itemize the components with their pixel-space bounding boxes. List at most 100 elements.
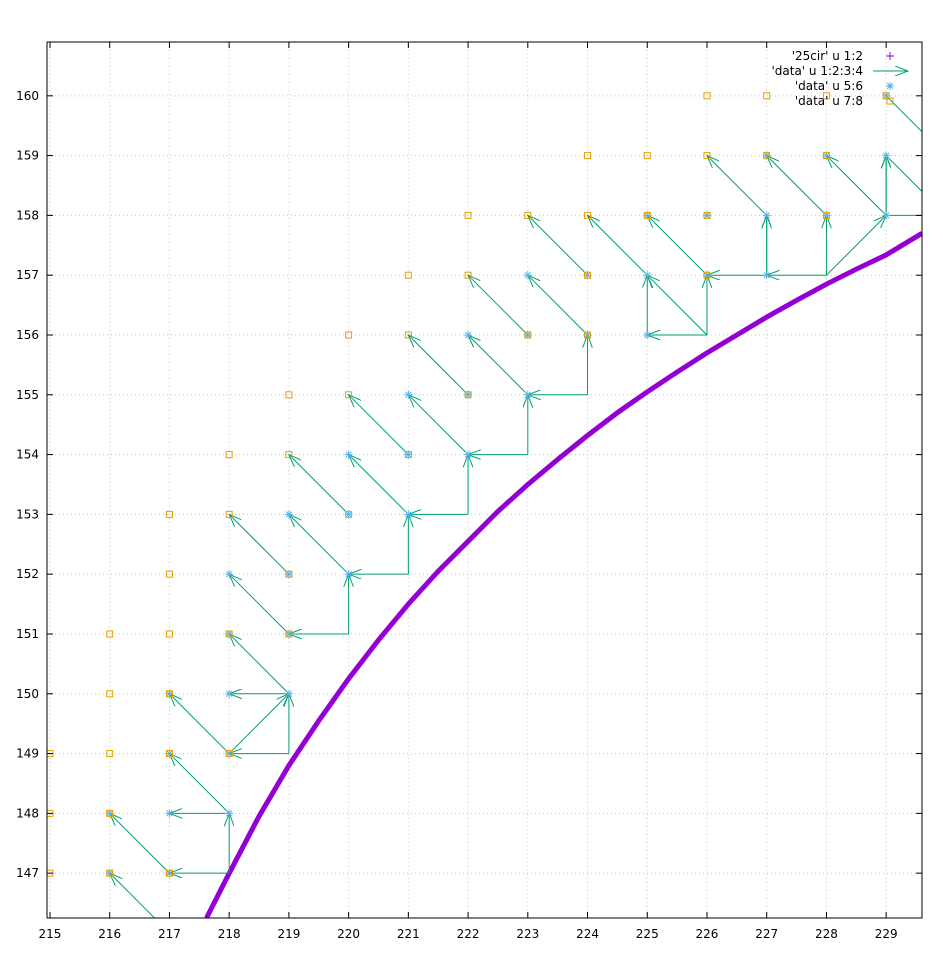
square-point <box>285 630 293 638</box>
square-point <box>703 92 711 100</box>
square-point <box>584 331 592 339</box>
x-tick-label: 216 <box>98 927 121 941</box>
star-point <box>225 570 234 579</box>
y-tick-label: 160 <box>16 89 39 103</box>
x-tick-label: 222 <box>457 927 480 941</box>
square-point <box>165 570 173 578</box>
vector-arrow <box>468 275 529 336</box>
x-tick-label: 225 <box>636 927 659 941</box>
y-tick-label: 156 <box>16 328 39 342</box>
x-tick-label: 226 <box>696 927 719 941</box>
legend-label: '25cir' u 1:2 <box>792 49 863 63</box>
y-tick-label: 147 <box>16 866 39 880</box>
y-tick-label: 157 <box>16 268 39 282</box>
vector-arrow <box>229 574 290 635</box>
y-tick-label: 148 <box>16 806 39 820</box>
y-tick-label: 152 <box>16 567 39 581</box>
star-point <box>762 211 771 220</box>
x-tick-label: 218 <box>218 927 241 941</box>
vector-arrow <box>349 455 409 515</box>
vector-arrow <box>647 275 708 336</box>
star-point <box>404 390 413 399</box>
vector-arrow <box>826 215 886 276</box>
star-point <box>225 689 234 698</box>
y-tick-label: 154 <box>16 448 39 462</box>
y-tick-label: 159 <box>16 149 39 163</box>
series-3 <box>47 92 890 877</box>
square-point <box>345 510 353 518</box>
circle-curve <box>204 231 922 918</box>
square-point <box>106 809 114 817</box>
star-point <box>464 450 473 459</box>
square-point <box>404 271 412 279</box>
square-point <box>524 211 532 219</box>
square-point <box>165 750 173 758</box>
square-point <box>584 152 592 160</box>
plot-border <box>46 41 923 919</box>
vector-arrow <box>229 514 290 575</box>
vector-arrow <box>169 694 230 754</box>
vector-arrow <box>289 455 349 515</box>
x-tick-label: 221 <box>397 927 420 941</box>
star-point <box>882 151 891 160</box>
square-point <box>404 451 412 459</box>
star-point <box>404 510 413 519</box>
vector-arrow <box>826 156 887 216</box>
square-point <box>822 211 830 219</box>
square-point <box>464 391 472 399</box>
star-point <box>643 271 652 280</box>
x-tick-label: 228 <box>815 927 838 941</box>
square-point <box>225 451 233 459</box>
square-point <box>763 92 771 100</box>
x-tick-label: 215 <box>39 927 62 941</box>
vector-arrow <box>468 335 529 396</box>
vector-arrow <box>767 156 827 216</box>
vector-arrow <box>408 395 469 455</box>
star-point <box>523 271 532 280</box>
x-tick-label: 224 <box>576 927 599 941</box>
vector-arrow <box>707 156 768 216</box>
y-tick-label: 158 <box>16 208 39 222</box>
square-point <box>703 271 711 279</box>
square-point <box>285 391 293 399</box>
star-point <box>284 689 293 698</box>
square-point <box>643 152 651 160</box>
vector-arrow <box>885 155 922 193</box>
x-tick-label: 223 <box>516 927 539 941</box>
legend-key-star <box>886 82 894 90</box>
square-point <box>165 690 173 698</box>
axes: 215 216 217 218 219 220 221 222 223 224 225 226 227 2… <box>16 42 922 941</box>
vector-arrow <box>885 95 922 133</box>
x-tick-label: 219 <box>277 927 300 941</box>
vector-arrow <box>588 215 648 276</box>
y-tick-label: 150 <box>16 687 39 701</box>
vector-arrow <box>169 754 230 814</box>
y-tick-label: 153 <box>16 507 39 521</box>
y-tick-label: 149 <box>16 747 39 761</box>
star-point <box>344 570 353 579</box>
square-point <box>165 510 173 518</box>
star-point <box>284 510 293 519</box>
square-point <box>703 211 711 219</box>
vector-arrow <box>528 275 588 336</box>
vector-arrow <box>528 215 588 276</box>
square-point <box>763 152 771 160</box>
x-tick-label: 220 <box>337 927 360 941</box>
star-point <box>225 809 234 818</box>
y-tick-label: 155 <box>16 388 39 402</box>
square-point <box>285 570 293 578</box>
square-point <box>106 869 114 877</box>
square-point <box>165 630 173 638</box>
square-point <box>822 92 830 100</box>
series-0 <box>204 231 922 918</box>
legend: '25cir' u 1:2'data' u 1:2:3:4'data' u 5:… <box>771 49 908 108</box>
square-point <box>584 271 592 279</box>
x-tick-label: 227 <box>755 927 778 941</box>
square-point <box>703 152 711 160</box>
vector-arrow <box>110 813 170 874</box>
vector-arrow <box>228 694 289 754</box>
star-point <box>643 330 652 339</box>
square-point <box>524 331 532 339</box>
square-point <box>822 152 830 160</box>
